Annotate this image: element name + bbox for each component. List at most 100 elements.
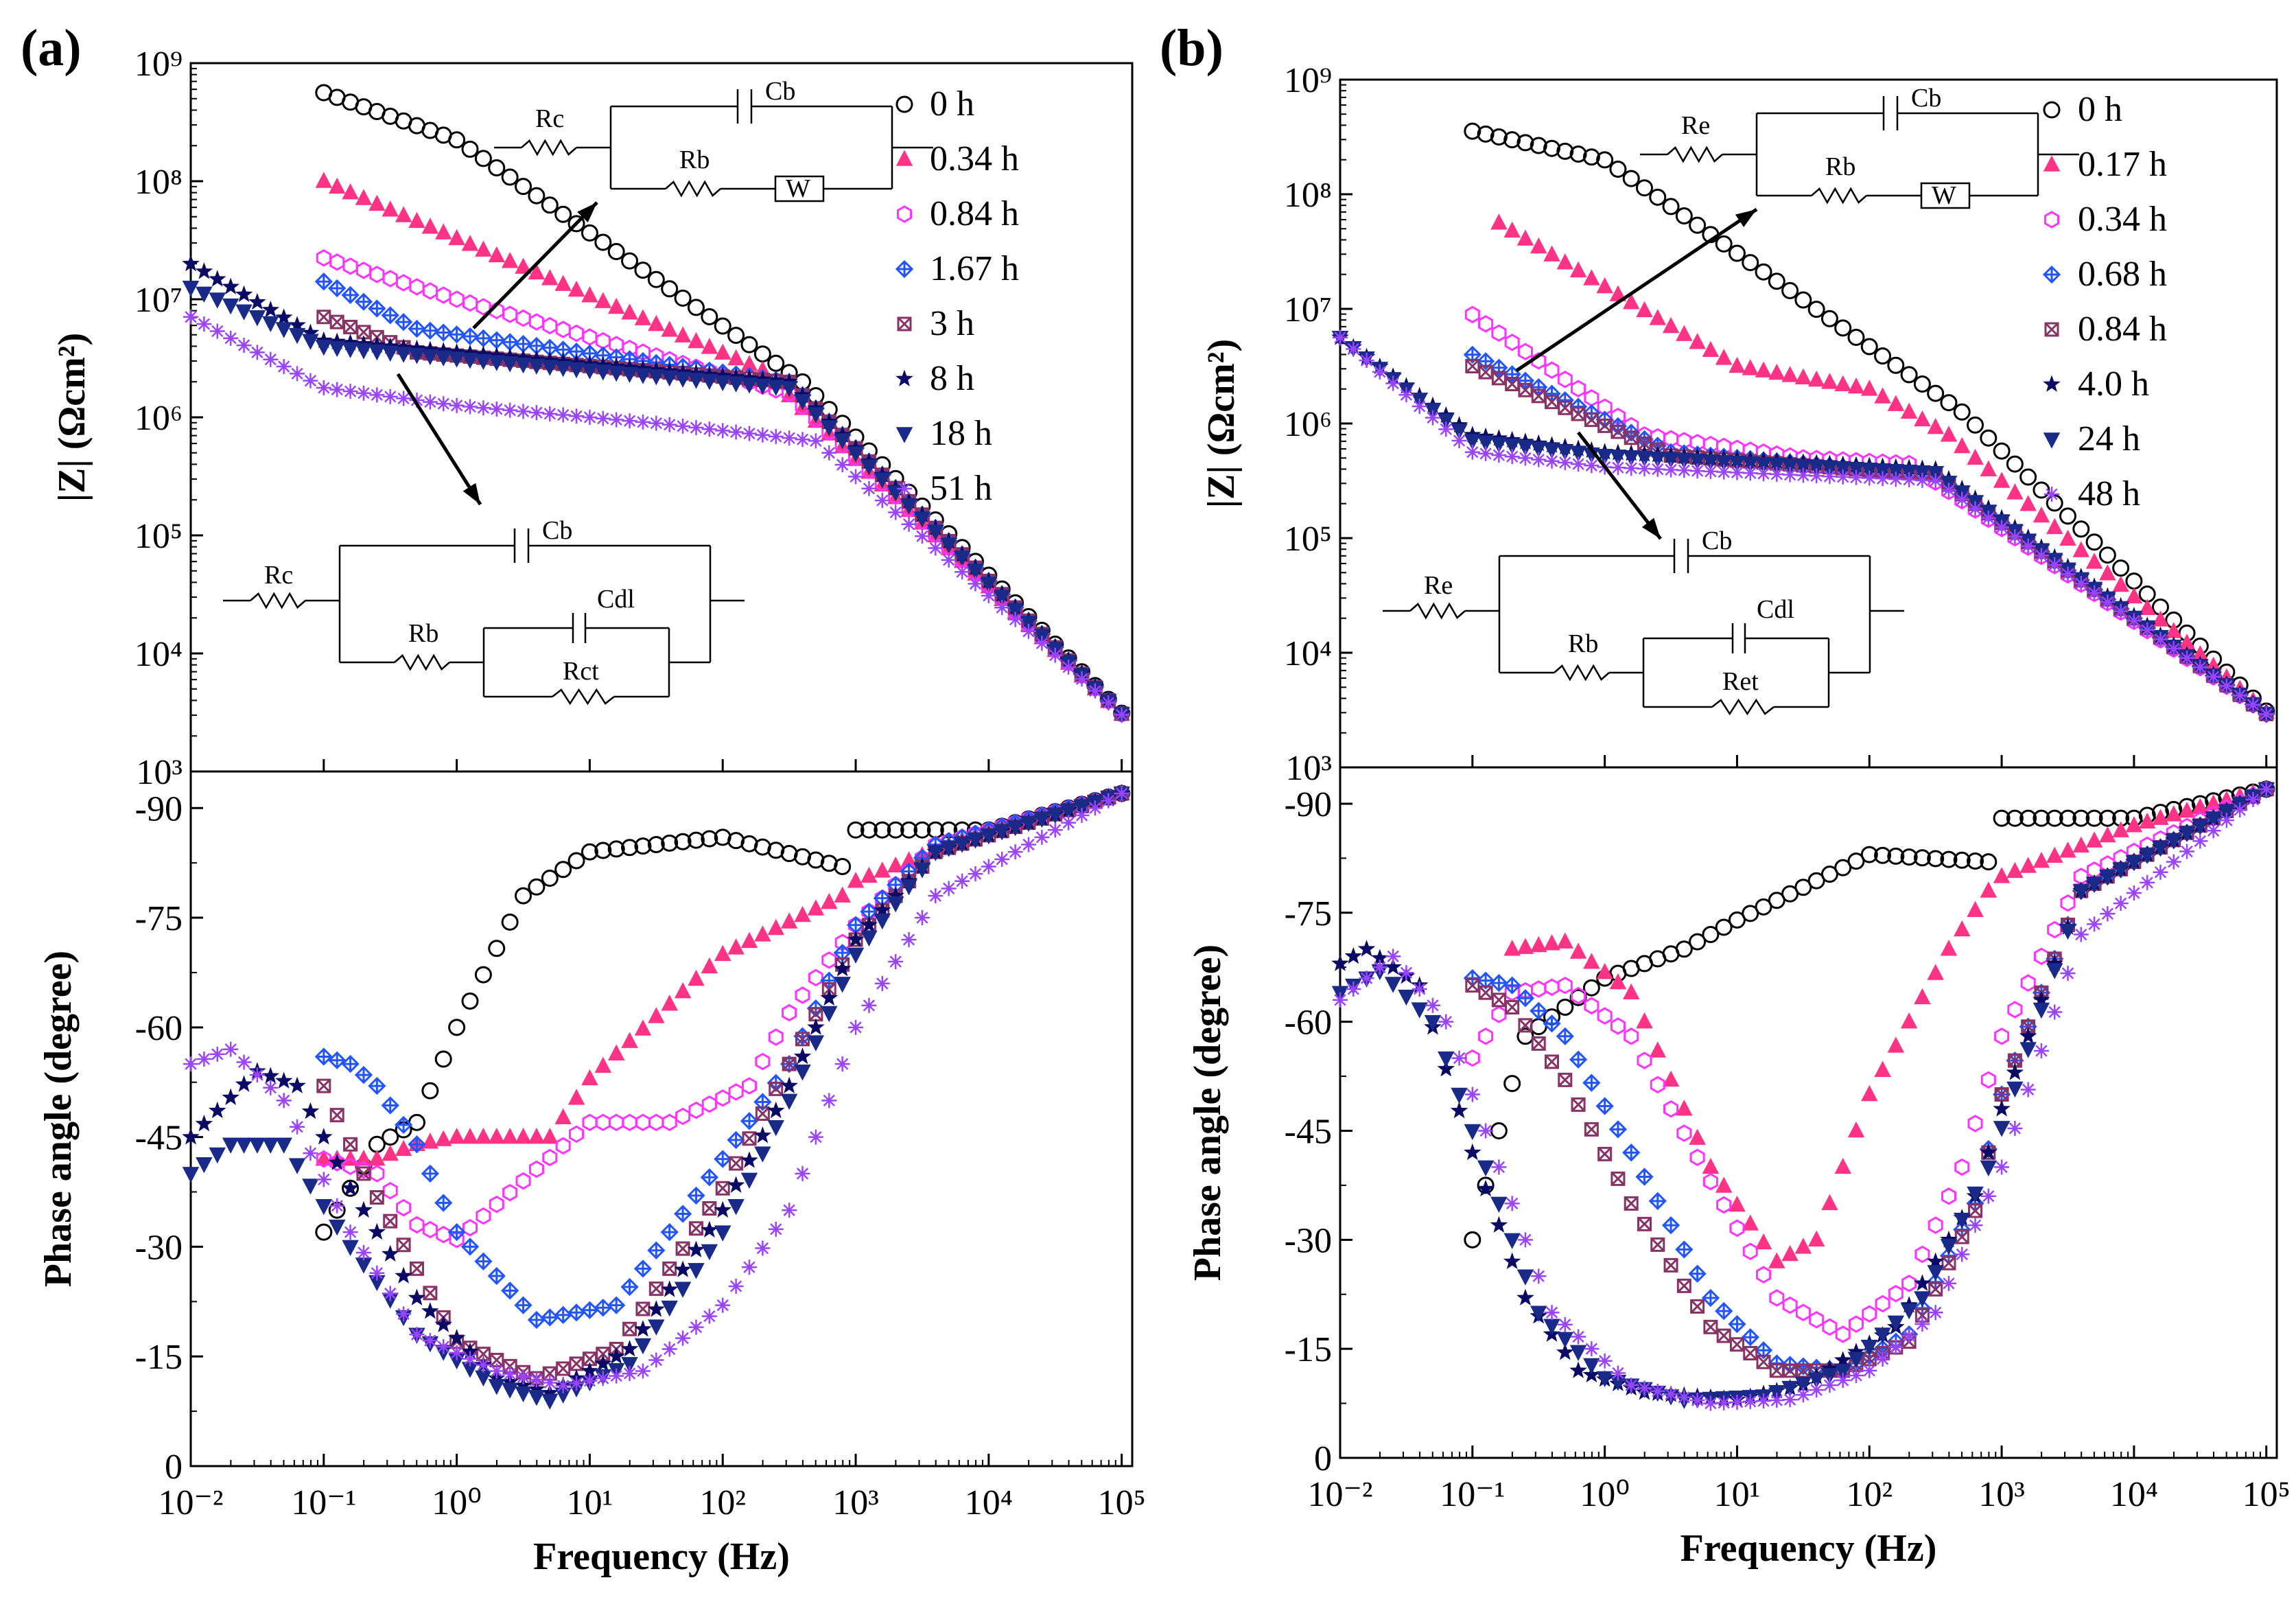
phase-point bbox=[674, 833, 692, 850]
impedance-point bbox=[607, 365, 625, 382]
phase-point bbox=[182, 1167, 200, 1183]
impedance-point bbox=[1822, 469, 1838, 485]
impedance-point bbox=[222, 298, 239, 315]
impedance-point bbox=[1834, 375, 1851, 391]
impedance-point bbox=[248, 310, 266, 327]
impedance-point bbox=[1531, 452, 1547, 467]
impedance-point bbox=[1490, 437, 1508, 454]
phase-point bbox=[1822, 1318, 1838, 1336]
phase-point bbox=[2059, 841, 2076, 858]
phase-point bbox=[1728, 911, 1746, 929]
phase-point bbox=[2165, 805, 2182, 822]
impedance-point bbox=[1007, 603, 1024, 619]
phase-point bbox=[780, 912, 798, 929]
phase-point bbox=[647, 836, 665, 854]
y-tick-label: -15 bbox=[1285, 1330, 1332, 1369]
phase-point bbox=[1650, 1076, 1665, 1094]
phase-plot-frame bbox=[1339, 766, 2278, 1459]
impedance-point bbox=[1649, 188, 1667, 206]
impedance-point bbox=[1742, 359, 1759, 375]
phase-point bbox=[1781, 885, 1799, 903]
y-tick-label: 10⁹ bbox=[1284, 61, 1332, 100]
phase-point bbox=[1531, 980, 1547, 998]
phase-point bbox=[688, 969, 705, 986]
phase-point bbox=[515, 1369, 531, 1385]
phase-point bbox=[821, 1093, 837, 1108]
phase-point bbox=[595, 1371, 611, 1386]
impedance-point bbox=[1622, 450, 1640, 467]
phase-point bbox=[1544, 1305, 1560, 1321]
phase-point bbox=[1663, 1257, 1678, 1273]
phase-point bbox=[1927, 964, 1944, 980]
phase-point bbox=[1742, 1242, 1758, 1260]
impedance-point bbox=[635, 414, 651, 430]
phase-point bbox=[555, 1378, 571, 1393]
phase-point bbox=[1940, 1239, 1958, 1255]
impedance-point bbox=[715, 423, 731, 439]
phase-point bbox=[1807, 872, 1825, 890]
phase-point bbox=[2006, 1063, 2024, 1080]
phase-point bbox=[1809, 1311, 1825, 1329]
phase-point bbox=[1569, 942, 1587, 959]
impedance-point bbox=[541, 269, 559, 286]
phase-point bbox=[261, 1067, 280, 1084]
phase-point bbox=[567, 1303, 586, 1322]
x-tick-label: 10⁴ bbox=[965, 1483, 1013, 1522]
impedance-point bbox=[461, 352, 479, 369]
impedance-point bbox=[422, 394, 438, 410]
phase-point bbox=[595, 1113, 611, 1132]
phase-point bbox=[542, 1375, 558, 1391]
phase-point bbox=[1980, 1143, 1998, 1161]
phase-point bbox=[727, 1176, 745, 1193]
phase-point bbox=[1782, 1296, 1798, 1314]
phase-point bbox=[2178, 801, 2196, 818]
phase-point bbox=[1900, 1012, 1918, 1029]
phase-point bbox=[382, 1182, 398, 1200]
phase-point bbox=[541, 1128, 559, 1144]
impedance-point bbox=[555, 321, 571, 338]
impedance-point bbox=[1941, 483, 1956, 498]
phase-point bbox=[1914, 1316, 1930, 1332]
phase-point bbox=[1637, 1216, 1652, 1231]
impedance-point bbox=[1848, 469, 1864, 485]
phase-point bbox=[767, 1119, 784, 1137]
phase-point bbox=[315, 1223, 333, 1241]
phase-point bbox=[515, 1386, 532, 1403]
impedance-point bbox=[475, 353, 492, 371]
phase-point bbox=[795, 1032, 810, 1047]
phase-point bbox=[409, 1261, 424, 1276]
phase-point bbox=[660, 1280, 679, 1297]
phase-point bbox=[1874, 1060, 1891, 1077]
phase-point bbox=[487, 1266, 506, 1286]
phase-point bbox=[1609, 973, 1627, 990]
phase-point bbox=[1729, 1394, 1745, 1410]
phase-point bbox=[701, 1244, 718, 1261]
phase-point bbox=[1676, 1124, 1692, 1142]
phase-point bbox=[1716, 1196, 1732, 1214]
impedance-point bbox=[368, 344, 386, 361]
phase-point bbox=[1756, 1393, 1772, 1409]
phase-point bbox=[1034, 829, 1050, 845]
phase-point bbox=[847, 947, 865, 964]
phase-point bbox=[1715, 1301, 1733, 1321]
phase-point bbox=[1847, 1351, 1865, 1368]
phase-point bbox=[833, 960, 852, 977]
phase-point bbox=[675, 1241, 690, 1256]
phase-point bbox=[354, 1065, 373, 1084]
phase-point bbox=[2085, 877, 2103, 894]
impedance-point bbox=[528, 263, 546, 280]
impedance-point bbox=[315, 340, 333, 356]
phase-point bbox=[341, 1179, 360, 1196]
circuit-bottom-c-label: Cb bbox=[542, 516, 572, 545]
phase-point bbox=[621, 839, 639, 857]
phase-point bbox=[913, 862, 931, 879]
impedance-point bbox=[1874, 347, 1892, 365]
phase-point bbox=[941, 881, 957, 896]
phase-point bbox=[1675, 1240, 1694, 1259]
impedance-point bbox=[981, 588, 996, 603]
impedance-point bbox=[980, 577, 998, 593]
impedance-point bbox=[595, 332, 611, 350]
impedance-point bbox=[1755, 457, 1772, 474]
impedance-point bbox=[993, 590, 1011, 606]
